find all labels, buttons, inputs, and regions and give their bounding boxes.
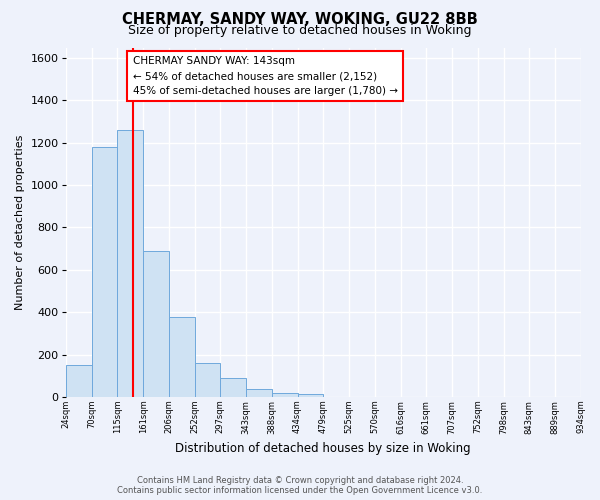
Bar	[272, 392, 298, 397]
Y-axis label: Number of detached properties: Number of detached properties	[15, 134, 25, 310]
Bar	[220, 378, 246, 397]
Text: CHERMAY, SANDY WAY, WOKING, GU22 8BB: CHERMAY, SANDY WAY, WOKING, GU22 8BB	[122, 12, 478, 28]
Bar	[117, 130, 143, 397]
Bar	[65, 365, 92, 397]
Text: Contains HM Land Registry data © Crown copyright and database right 2024.
Contai: Contains HM Land Registry data © Crown c…	[118, 476, 482, 495]
Bar	[298, 394, 323, 397]
X-axis label: Distribution of detached houses by size in Woking: Distribution of detached houses by size …	[175, 442, 471, 455]
Text: CHERMAY SANDY WAY: 143sqm
← 54% of detached houses are smaller (2,152)
45% of se: CHERMAY SANDY WAY: 143sqm ← 54% of detac…	[133, 56, 398, 96]
Bar	[143, 251, 169, 397]
Bar	[246, 390, 272, 397]
Bar	[92, 147, 117, 397]
Bar	[194, 363, 220, 397]
Bar	[169, 318, 194, 397]
Text: Size of property relative to detached houses in Woking: Size of property relative to detached ho…	[128, 24, 472, 37]
